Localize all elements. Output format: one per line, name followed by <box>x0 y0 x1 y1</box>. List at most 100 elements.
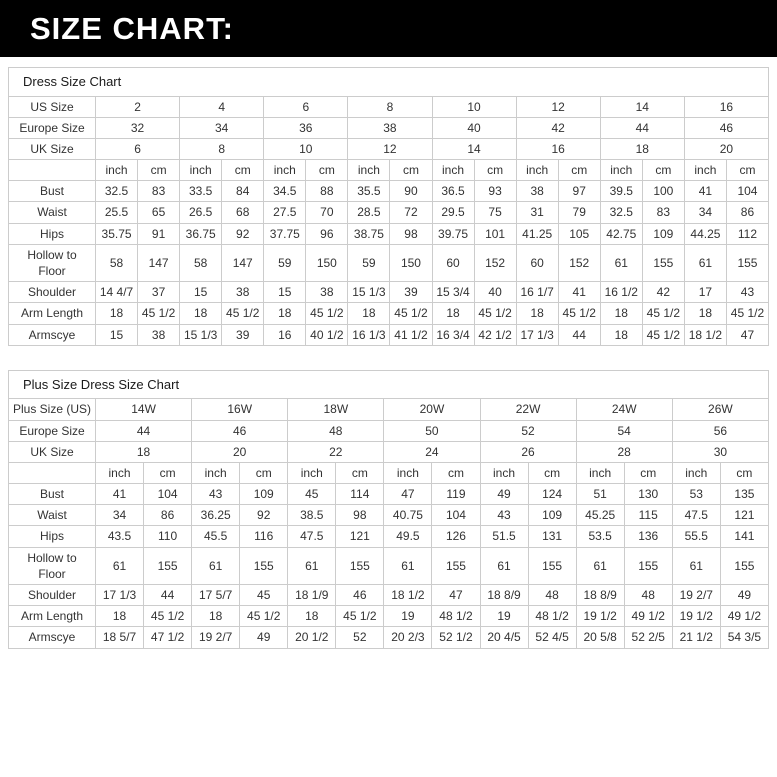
size-cell: 46 <box>191 419 289 442</box>
measure-cell: 96 <box>305 222 349 245</box>
measure-row: Bust 41 104 43 109 45 114 47 119 49 124 51 130 53 135 <box>8 483 770 506</box>
measure-cell: 93 <box>473 180 517 203</box>
unit-row: inch cm inch cm inch cm inch cm inch cm inch cm inch… <box>8 159 770 182</box>
measure-cell: 44.25 <box>683 222 727 245</box>
unit-inch-cell: inch <box>94 159 139 182</box>
measure-cell: 49 1/2 <box>623 605 673 628</box>
measure-cell: 155 <box>725 243 770 283</box>
measure-cell: 45 1/2 <box>641 302 685 325</box>
measure-cell: 38 <box>305 281 349 304</box>
measure-cell: 40 <box>473 281 517 304</box>
measure-cell: 47 <box>725 323 770 346</box>
measure-cell: 39.5 <box>599 180 643 203</box>
size-cell: 8 <box>179 137 265 161</box>
row-label <box>8 159 96 182</box>
measure-cell: 92 <box>239 504 289 527</box>
measure-cell: 47 1/2 <box>143 626 193 649</box>
measure-cell: 100 <box>641 180 685 203</box>
unit-inch-cell: inch <box>383 461 433 485</box>
measure-cell: 155 <box>623 546 673 586</box>
size-cell: 32 <box>94 116 181 139</box>
measure-cell: 18 <box>515 302 559 325</box>
measure-cell: 19 1/2 <box>671 605 721 628</box>
measure-cell: 18 <box>179 302 223 325</box>
measure-cell: 83 <box>137 180 181 203</box>
measure-row: Waist 34 86 36.25 92 38.5 98 40.75 104 43 109 45.25… <box>8 504 770 527</box>
measure-row: Hips 35.75 91 36.75 92 37.75 96 38.75 98 39.75 101… <box>8 222 770 245</box>
row-label: Hips <box>8 525 96 548</box>
measure-row: Armscye 15 38 15 1/3 39 16 40 1/2 16 1/3 41 1/2 1… <box>8 323 770 346</box>
unit-cm-cell: cm <box>557 159 601 182</box>
measure-row: Hollow to Floor 61 155 61 155 61 155 61 155 61 155… <box>8 546 770 586</box>
measure-cell: 42 <box>641 281 685 304</box>
size-row: UK Size 18 20 22 24 26 28 30 <box>8 440 770 463</box>
measure-cell: 119 <box>431 483 481 506</box>
measure-cell: 42.75 <box>599 222 643 245</box>
measure-cell: 45 1/2 <box>335 605 385 628</box>
unit-inch-cell: inch <box>179 159 223 182</box>
size-charts: Dress Size Chart US Size 2 4 6 8 10 12 14 16 Europ… <box>0 57 777 649</box>
row-label: Armscye <box>8 626 96 649</box>
measure-cell: 72 <box>389 201 433 224</box>
row-label: Arm Length <box>8 302 96 325</box>
measure-cell: 115 <box>623 504 673 527</box>
size-cell: 16W <box>191 398 289 421</box>
size-cell: 44 <box>599 116 685 139</box>
measure-cell: 86 <box>143 504 193 527</box>
measure-cell: 45 1/2 <box>143 605 193 628</box>
measure-cell: 45 <box>287 483 337 506</box>
measure-cell: 17 1/3 <box>515 323 559 346</box>
size-cell: 26W <box>671 398 770 421</box>
measure-cell: 20 1/2 <box>287 626 337 649</box>
measure-cell: 61 <box>287 546 337 586</box>
measure-cell: 45.5 <box>191 525 241 548</box>
measure-cell: 49 <box>479 483 529 506</box>
measure-cell: 46 <box>335 584 385 607</box>
measure-cell: 105 <box>557 222 601 245</box>
measure-cell: 49.5 <box>383 525 433 548</box>
measure-cell: 15 1/3 <box>179 323 223 346</box>
measure-cell: 17 5/7 <box>191 584 241 607</box>
measure-cell: 152 <box>557 243 601 283</box>
size-row: Europe Size 32 34 36 38 40 42 44 46 <box>8 116 770 139</box>
measure-cell: 59 <box>347 243 391 283</box>
measure-cell: 150 <box>305 243 349 283</box>
row-label <box>8 461 96 485</box>
measure-cell: 61 <box>599 243 643 283</box>
row-label: Bust <box>8 180 96 203</box>
size-cell: 16 <box>515 137 601 161</box>
measure-cell: 37.75 <box>263 222 307 245</box>
measure-cell: 15 1/3 <box>347 281 391 304</box>
measure-cell: 48 <box>527 584 577 607</box>
measure-cell: 114 <box>335 483 385 506</box>
size-cell: 50 <box>383 419 481 442</box>
unit-cm-cell: cm <box>221 159 265 182</box>
size-cell: 14W <box>94 398 193 421</box>
size-cell: 24W <box>575 398 673 421</box>
measure-cell: 32.5 <box>599 201 643 224</box>
measure-cell: 34.5 <box>263 180 307 203</box>
measure-row: Arm Length 18 45 1/2 18 45 1/2 18 45 1/2 18 45 1… <box>8 302 770 325</box>
measure-cell: 104 <box>725 180 770 203</box>
row-label: Hollow to Floor <box>8 546 96 586</box>
row-label: Bust <box>8 483 96 506</box>
measure-cell: 97 <box>557 180 601 203</box>
size-cell: 52 <box>479 419 577 442</box>
unit-cm-cell: cm <box>431 461 481 485</box>
size-cell: 20 <box>191 440 289 463</box>
unit-row: inch cm inch cm inch cm inch cm inch cm inch cm inch… <box>8 461 770 485</box>
measure-cell: 20 5/8 <box>575 626 625 649</box>
size-cell: 8 <box>347 95 433 118</box>
row-label: Shoulder <box>8 281 96 304</box>
unit-inch-cell: inch <box>575 461 625 485</box>
unit-cm-cell: cm <box>527 461 577 485</box>
unit-inch-cell: inch <box>347 159 391 182</box>
row-label: Hollow to Floor <box>8 243 96 283</box>
measure-cell: 135 <box>719 483 770 506</box>
measure-cell: 155 <box>239 546 289 586</box>
measure-cell: 104 <box>143 483 193 506</box>
measure-cell: 18 5/7 <box>94 626 145 649</box>
measure-cell: 18 <box>599 323 643 346</box>
size-cell: 28 <box>575 440 673 463</box>
measure-cell: 38 <box>221 281 265 304</box>
